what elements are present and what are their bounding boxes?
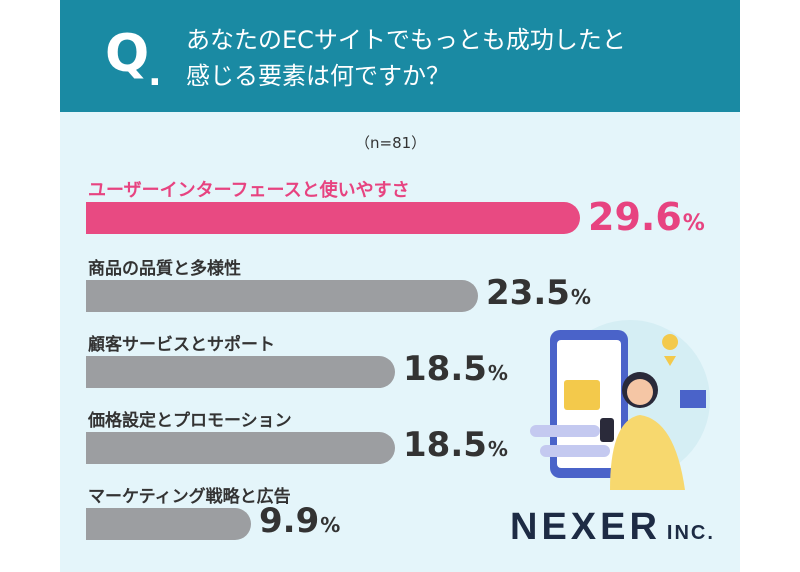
value-label: 23.5% [486, 276, 591, 310]
value-unit: % [570, 285, 591, 309]
screen-bar-2 [540, 445, 610, 457]
value-label: 9.9% [259, 504, 340, 538]
category-label: マーケティング戦略と広告 [88, 487, 291, 507]
logo-main: NEXER [510, 506, 661, 548]
bar [86, 202, 580, 234]
value-unit: % [320, 513, 341, 537]
category-label: 顧客サービスとサポート [88, 335, 275, 355]
screen-bar [530, 425, 600, 437]
location-pin-icon [662, 334, 679, 366]
value-number: 9.9 [259, 501, 320, 541]
question-header [60, 0, 740, 112]
value-unit: % [487, 437, 508, 461]
value-label: 18.5% [403, 428, 508, 462]
gift-icon [564, 380, 600, 410]
category-label: 価格設定とプロモーション [88, 411, 292, 431]
bar [86, 356, 395, 388]
value-unit: % [682, 211, 705, 236]
question-text: あなたのECサイトでもっとも成功したと 感じる要素は何ですか？ [186, 22, 726, 94]
value-number: 23.5 [486, 273, 570, 313]
category-label: 商品の品質と多様性 [88, 259, 241, 279]
sample-size-note: （n=81） [355, 134, 427, 152]
shopping-phone-illustration [530, 320, 710, 490]
value-number: 18.5 [403, 425, 487, 465]
bar [86, 432, 395, 464]
question-dot: . [148, 53, 162, 94]
value-unit: % [487, 361, 508, 385]
cart-icon [680, 390, 706, 408]
person-shirt [610, 415, 685, 490]
question-line-1: あなたのECサイトでもっとも成功したと [186, 26, 626, 54]
held-phone [600, 418, 614, 442]
value-label: 18.5% [403, 352, 508, 386]
bar [86, 508, 251, 540]
bar [86, 280, 478, 312]
question-letter: Q [105, 24, 150, 84]
question-line-2: 感じる要素は何ですか？ [186, 62, 450, 90]
person-face [627, 379, 653, 405]
value-number: 18.5 [403, 349, 487, 389]
logo-suffix: INC. [666, 522, 715, 544]
value-number: 29.6 [588, 195, 682, 239]
category-label: ユーザーインターフェースと使いやすさ [88, 180, 410, 201]
value-label: 29.6% [588, 198, 705, 236]
nexer-logo: NEXER INC. [510, 508, 715, 546]
